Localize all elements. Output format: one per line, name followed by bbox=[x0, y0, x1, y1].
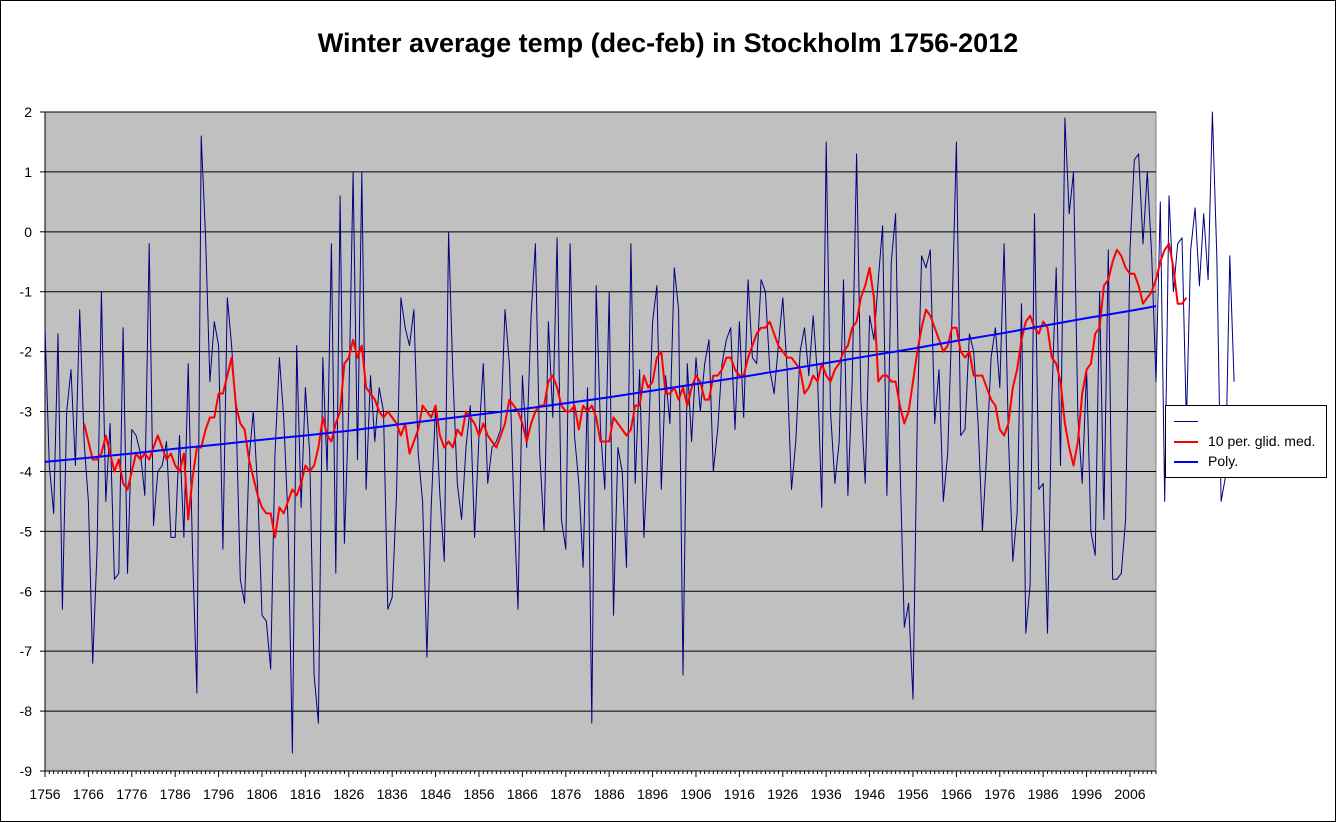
series-annual-line bbox=[44, 111, 1235, 754]
x-tick-label: 1986 bbox=[1028, 786, 1059, 802]
axes bbox=[40, 111, 1157, 777]
y-tick-label: -4 bbox=[20, 463, 33, 479]
y-tick-label: -1 bbox=[20, 284, 33, 300]
x-tick-label: 1846 bbox=[420, 786, 451, 802]
chart-title: Winter average temp (dec-feb) in Stockho… bbox=[317, 28, 1019, 58]
x-tick-label: 1866 bbox=[507, 786, 538, 802]
x-tick-label: 1946 bbox=[854, 786, 885, 802]
legend-label-trend: Poly. bbox=[1208, 453, 1239, 469]
x-tick-label: 1906 bbox=[680, 786, 711, 802]
x-tick-label: 1876 bbox=[550, 786, 581, 802]
tick-labels: 2 1 0 -1 -2 -3 -4 -5 -6 -7 -8 -9 1756 1766 1776 1786 179… bbox=[20, 104, 1146, 802]
legend-item-annual bbox=[1174, 412, 1324, 432]
y-tick-label: -2 bbox=[20, 344, 33, 360]
x-tick-label: 1856 bbox=[463, 786, 494, 802]
x-tick-label: 1886 bbox=[594, 786, 625, 802]
x-tick-label: 1936 bbox=[811, 786, 842, 802]
x-tick-label: 1996 bbox=[1071, 786, 1102, 802]
y-tick-label: -3 bbox=[20, 404, 33, 420]
x-tick-label: 1826 bbox=[333, 786, 364, 802]
series-lines bbox=[44, 111, 1235, 754]
x-tick-label: 1956 bbox=[897, 786, 928, 802]
y-tick-label: -9 bbox=[20, 763, 33, 779]
series-moving-average-line bbox=[83, 242, 1188, 539]
x-tick-label: 1766 bbox=[73, 786, 104, 802]
legend-label-moving-average: 10 per. glid. med. bbox=[1208, 433, 1316, 449]
y-tick-label: -7 bbox=[20, 643, 33, 659]
x-tick-label: 1926 bbox=[767, 786, 798, 802]
x-tick-label: 1966 bbox=[941, 786, 972, 802]
x-tick-label: 2006 bbox=[1114, 786, 1145, 802]
y-tick-label: 2 bbox=[24, 104, 32, 120]
y-tick-label: -5 bbox=[20, 523, 33, 539]
x-tick-label: 1756 bbox=[29, 786, 60, 802]
legend-swatch-moving-average bbox=[1174, 441, 1198, 443]
y-tick-label: -6 bbox=[20, 583, 33, 599]
y-tick-label: 0 bbox=[24, 224, 32, 240]
x-tick-label: 1786 bbox=[160, 786, 191, 802]
legend-swatch-annual bbox=[1174, 421, 1198, 422]
x-tick-label: 1796 bbox=[203, 786, 234, 802]
x-tick-label: 1896 bbox=[637, 786, 668, 802]
y-tick-label: 1 bbox=[24, 164, 32, 180]
grid-lines bbox=[45, 111, 1156, 712]
legend-item-moving-average: 10 per. glid. med. bbox=[1174, 432, 1324, 452]
x-tick-label: 1836 bbox=[377, 786, 408, 802]
x-tick-label: 1816 bbox=[290, 786, 321, 802]
y-tick-label: -8 bbox=[20, 703, 33, 719]
series-trend-line bbox=[44, 305, 1157, 463]
x-tick-label: 1776 bbox=[116, 786, 147, 802]
x-tick-label: 1806 bbox=[246, 786, 277, 802]
x-tick-label: 1916 bbox=[724, 786, 755, 802]
legend-swatch-trend bbox=[1174, 461, 1198, 463]
legend: 10 per. glid. med. Poly. bbox=[1165, 405, 1327, 478]
legend-item-trend: Poly. bbox=[1174, 452, 1324, 472]
x-tick-label: 1976 bbox=[984, 786, 1015, 802]
